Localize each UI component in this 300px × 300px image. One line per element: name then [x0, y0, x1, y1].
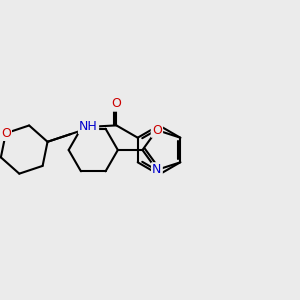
Text: O: O	[152, 124, 162, 136]
Text: NH: NH	[79, 120, 98, 133]
Text: O: O	[112, 98, 121, 110]
Text: O: O	[1, 127, 11, 140]
Text: N: N	[152, 164, 162, 176]
